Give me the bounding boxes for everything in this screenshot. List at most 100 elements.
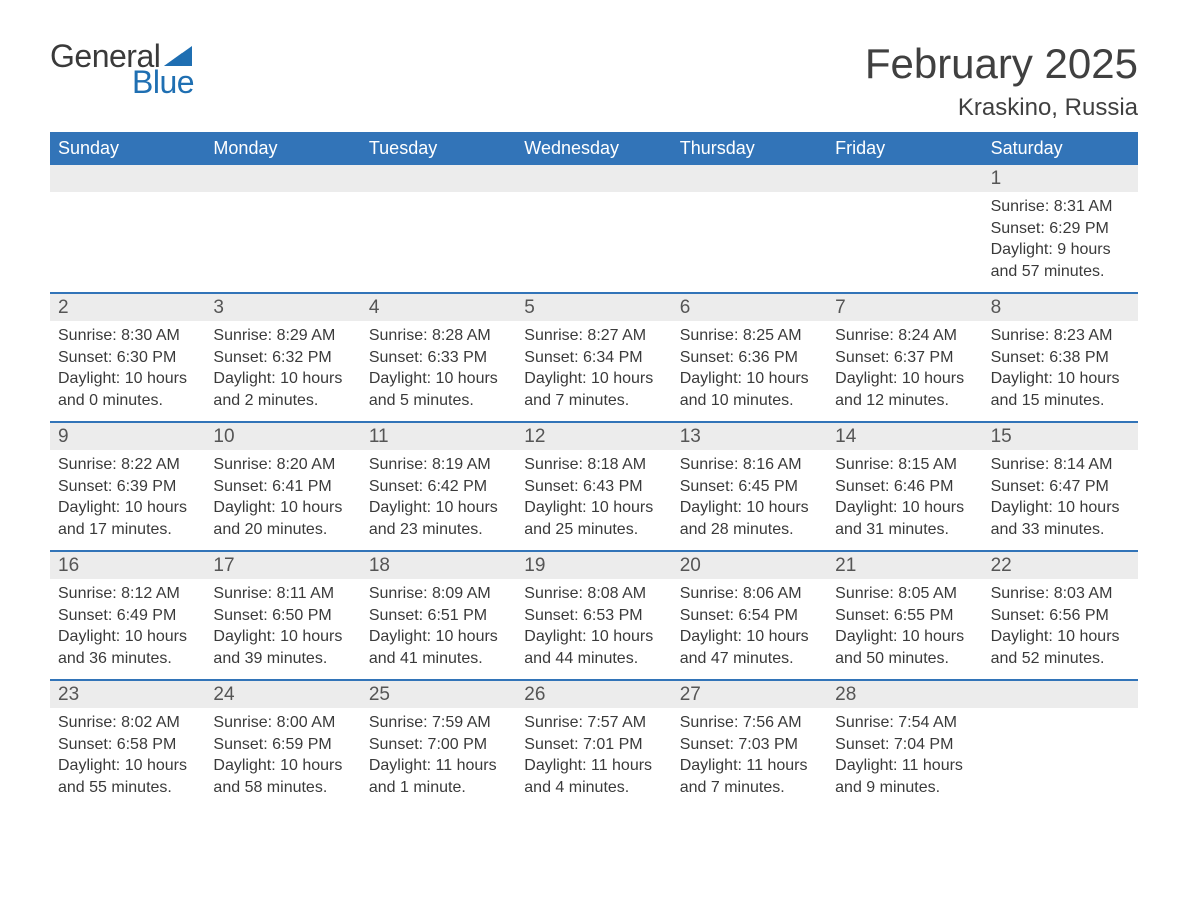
day-cell: Sunrise: 8:15 AMSunset: 6:46 PMDaylight:… — [827, 450, 982, 550]
day-cell: Sunrise: 8:27 AMSunset: 6:34 PMDaylight:… — [516, 321, 671, 421]
daylight-line: Daylight: 10 hours and 28 minutes. — [680, 497, 819, 540]
day-number: 10 — [205, 423, 360, 450]
day-cell — [827, 192, 982, 292]
sunrise-line: Sunrise: 7:59 AM — [369, 712, 508, 734]
sunset-line: Sunset: 6:29 PM — [991, 218, 1130, 240]
daylight-line: Daylight: 10 hours and 41 minutes. — [369, 626, 508, 669]
page-title: February 2025 — [865, 40, 1138, 88]
day-cell: Sunrise: 7:54 AMSunset: 7:04 PMDaylight:… — [827, 708, 982, 808]
day-number — [827, 165, 982, 192]
daylight-line: Daylight: 10 hours and 33 minutes. — [991, 497, 1130, 540]
day-number: 27 — [672, 681, 827, 708]
header: General Blue February 2025 Kraskino, Rus… — [50, 40, 1138, 122]
day-cell — [983, 708, 1138, 808]
day-number: 25 — [361, 681, 516, 708]
daylight-line: Daylight: 10 hours and 10 minutes. — [680, 368, 819, 411]
sunset-line: Sunset: 6:59 PM — [213, 734, 352, 756]
day-cell: Sunrise: 8:05 AMSunset: 6:55 PMDaylight:… — [827, 579, 982, 679]
day-number: 16 — [50, 552, 205, 579]
week-block: 16171819202122Sunrise: 8:12 AMSunset: 6:… — [50, 550, 1138, 679]
day-cell: Sunrise: 8:14 AMSunset: 6:47 PMDaylight:… — [983, 450, 1138, 550]
sunset-line: Sunset: 6:36 PM — [680, 347, 819, 369]
sunset-line: Sunset: 6:50 PM — [213, 605, 352, 627]
day-number — [672, 165, 827, 192]
sunset-line: Sunset: 6:49 PM — [58, 605, 197, 627]
day-cell: Sunrise: 7:56 AMSunset: 7:03 PMDaylight:… — [672, 708, 827, 808]
day-number: 13 — [672, 423, 827, 450]
day-number: 6 — [672, 294, 827, 321]
daylight-line: Daylight: 10 hours and 31 minutes. — [835, 497, 974, 540]
day-cell: Sunrise: 8:12 AMSunset: 6:49 PMDaylight:… — [50, 579, 205, 679]
sunset-line: Sunset: 6:42 PM — [369, 476, 508, 498]
sunset-line: Sunset: 6:39 PM — [58, 476, 197, 498]
sunset-line: Sunset: 6:33 PM — [369, 347, 508, 369]
day-number: 14 — [827, 423, 982, 450]
week-block: 2345678Sunrise: 8:30 AMSunset: 6:30 PMDa… — [50, 292, 1138, 421]
day-number — [983, 681, 1138, 708]
day-cell: Sunrise: 8:09 AMSunset: 6:51 PMDaylight:… — [361, 579, 516, 679]
sunset-line: Sunset: 6:32 PM — [213, 347, 352, 369]
calendar: SundayMondayTuesdayWednesdayThursdayFrid… — [50, 132, 1138, 808]
sunrise-line: Sunrise: 8:16 AM — [680, 454, 819, 476]
day-cell — [205, 192, 360, 292]
sunset-line: Sunset: 7:00 PM — [369, 734, 508, 756]
sunrise-line: Sunrise: 8:31 AM — [991, 196, 1130, 218]
day-number: 7 — [827, 294, 982, 321]
day-cell: Sunrise: 8:24 AMSunset: 6:37 PMDaylight:… — [827, 321, 982, 421]
daylight-line: Daylight: 10 hours and 50 minutes. — [835, 626, 974, 669]
day-cell: Sunrise: 8:25 AMSunset: 6:36 PMDaylight:… — [672, 321, 827, 421]
day-number: 4 — [361, 294, 516, 321]
week-block: 9101112131415Sunrise: 8:22 AMSunset: 6:3… — [50, 421, 1138, 550]
day-number: 19 — [516, 552, 671, 579]
day-number: 28 — [827, 681, 982, 708]
sunrise-line: Sunrise: 7:56 AM — [680, 712, 819, 734]
sunrise-line: Sunrise: 8:03 AM — [991, 583, 1130, 605]
sunrise-line: Sunrise: 8:11 AM — [213, 583, 352, 605]
sunset-line: Sunset: 7:01 PM — [524, 734, 663, 756]
week-content-row: Sunrise: 8:12 AMSunset: 6:49 PM Daylight:… — [50, 579, 1138, 679]
sunrise-line: Sunrise: 8:00 AM — [213, 712, 352, 734]
week-content-row: Sunrise: 8:02 AMSunset: 6:58 PMDaylight:… — [50, 708, 1138, 808]
day-cell: Sunrise: 8:03 AMSunset: 6:56 PMDaylight:… — [983, 579, 1138, 679]
day-number: 26 — [516, 681, 671, 708]
day-number: 23 — [50, 681, 205, 708]
sunrise-line: Sunrise: 8:24 AM — [835, 325, 974, 347]
daylight-line: Daylight: 10 hours and 0 minutes. — [58, 368, 197, 411]
logo-word-2: Blue — [132, 66, 194, 98]
day-cell: Sunrise: 8:19 AMSunset: 6:42 PMDaylight:… — [361, 450, 516, 550]
day-cell: Sunrise: 8:29 AMSunset: 6:32 PMDaylight:… — [205, 321, 360, 421]
daynum-row: 232425262728 — [50, 679, 1138, 708]
day-cell: Sunrise: 8:06 AMSunset: 6:54 PMDaylight:… — [672, 579, 827, 679]
sunrise-line: Sunrise: 8:29 AM — [213, 325, 352, 347]
sunrise-line: Sunrise: 8:20 AM — [213, 454, 352, 476]
day-number — [50, 165, 205, 192]
sunrise-line: Sunrise: 8:25 AM — [680, 325, 819, 347]
daylight-line: Daylight: 9 hours and 57 minutes. — [991, 239, 1130, 282]
sunrise-line: Sunrise: 8:23 AM — [991, 325, 1130, 347]
day-cell: Sunrise: 8:16 AMSunset: 6:45 PMDaylight:… — [672, 450, 827, 550]
sunrise-line: Sunrise: 8:09 AM — [369, 583, 508, 605]
sunset-line: Sunset: 6:56 PM — [991, 605, 1130, 627]
sunrise-line: Sunrise: 8:12 AM — [58, 583, 197, 605]
sunrise-line: Sunrise: 8:14 AM — [991, 454, 1130, 476]
day-cell: Sunrise: 8:22 AMSunset: 6:39 PMDaylight:… — [50, 450, 205, 550]
day-number: 9 — [50, 423, 205, 450]
sunrise-line: Sunrise: 8:18 AM — [524, 454, 663, 476]
daynum-row: 1 — [50, 165, 1138, 192]
day-cell: Sunrise: 8:11 AMSunset: 6:50 PMDaylight:… — [205, 579, 360, 679]
title-block: February 2025 Kraskino, Russia — [865, 40, 1138, 122]
day-header-cell: Sunday — [50, 132, 205, 165]
daylight-line: Daylight: 11 hours and 4 minutes. — [524, 755, 663, 798]
day-number: 2 — [50, 294, 205, 321]
daynum-row: 2345678 — [50, 292, 1138, 321]
day-number: 18 — [361, 552, 516, 579]
day-cell — [516, 192, 671, 292]
day-number: 22 — [983, 552, 1138, 579]
daylight-line: Daylight: 10 hours and 20 minutes. — [213, 497, 352, 540]
daylight-line: Daylight: 10 hours and 44 minutes. — [524, 626, 663, 669]
day-number: 20 — [672, 552, 827, 579]
day-cell: Sunrise: 8:30 AMSunset: 6:30 PMDaylight:… — [50, 321, 205, 421]
sunrise-line: Sunrise: 8:22 AM — [58, 454, 197, 476]
sunset-line: Sunset: 6:53 PM — [524, 605, 663, 627]
day-number — [205, 165, 360, 192]
